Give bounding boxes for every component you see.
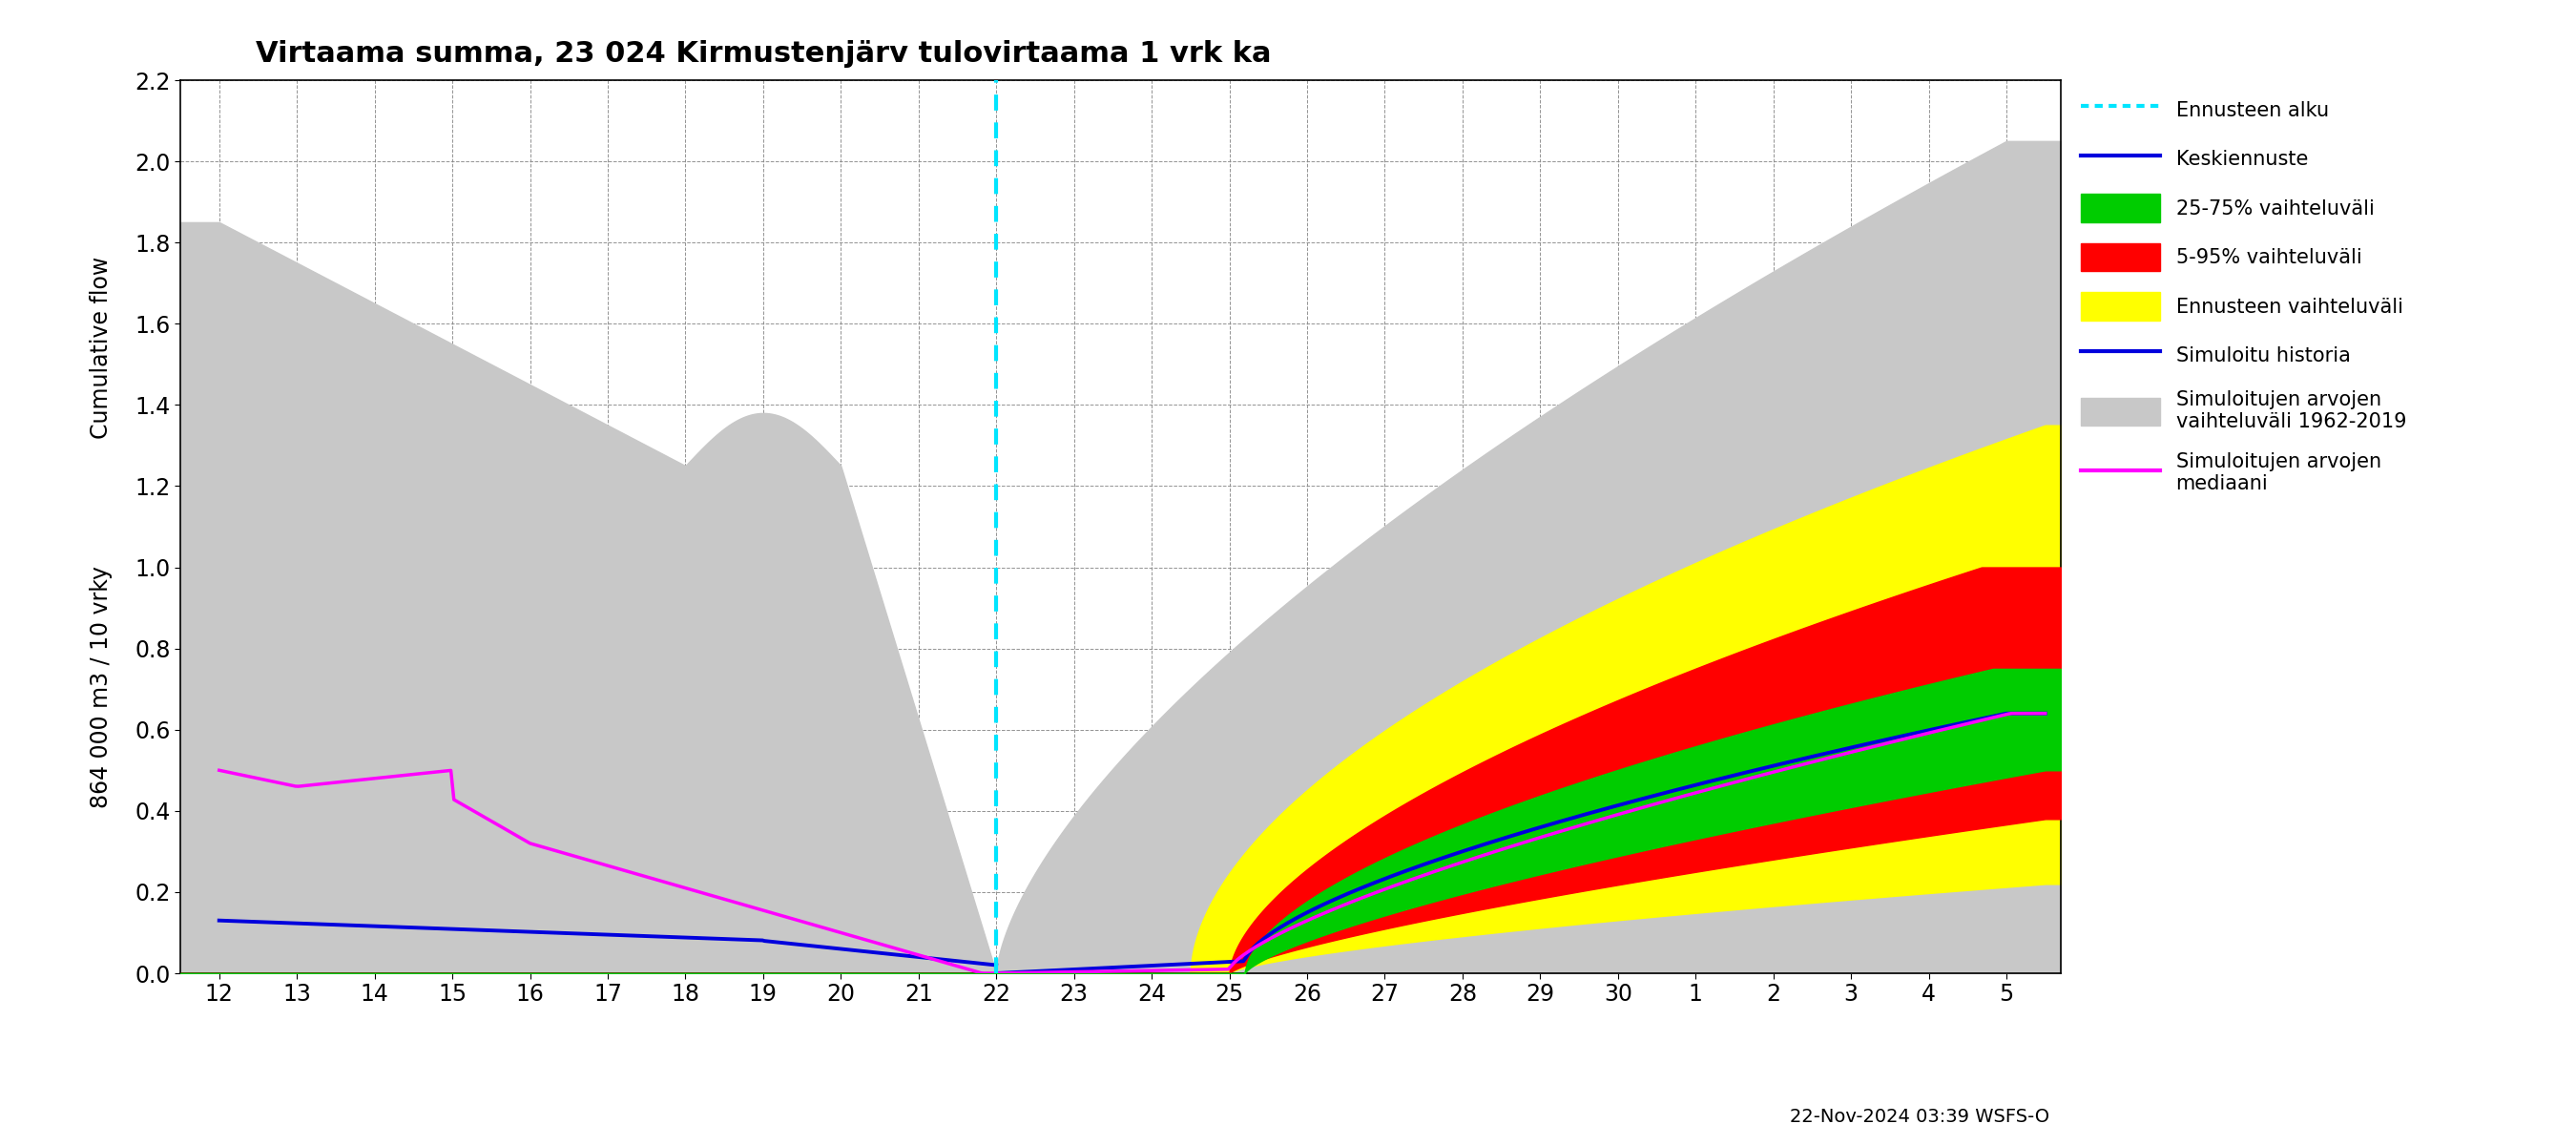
- Text: Virtaama summa, 23 024 Kirmustenjärv tulovirtaama 1 vrk ka: Virtaama summa, 23 024 Kirmustenjärv tul…: [255, 40, 1270, 68]
- Text: Cumulative flow: Cumulative flow: [90, 256, 113, 440]
- Text: 864 000 m3 / 10 vrky: 864 000 m3 / 10 vrky: [90, 567, 113, 808]
- Legend: Ennusteen alku, Keskiennuste, 25-75% vaihteluväli, 5-95% vaihteluväli, Ennusteen: Ennusteen alku, Keskiennuste, 25-75% vai…: [2074, 90, 2411, 499]
- Text: 22-Nov-2024 03:39 WSFS-O: 22-Nov-2024 03:39 WSFS-O: [1790, 1108, 2050, 1126]
